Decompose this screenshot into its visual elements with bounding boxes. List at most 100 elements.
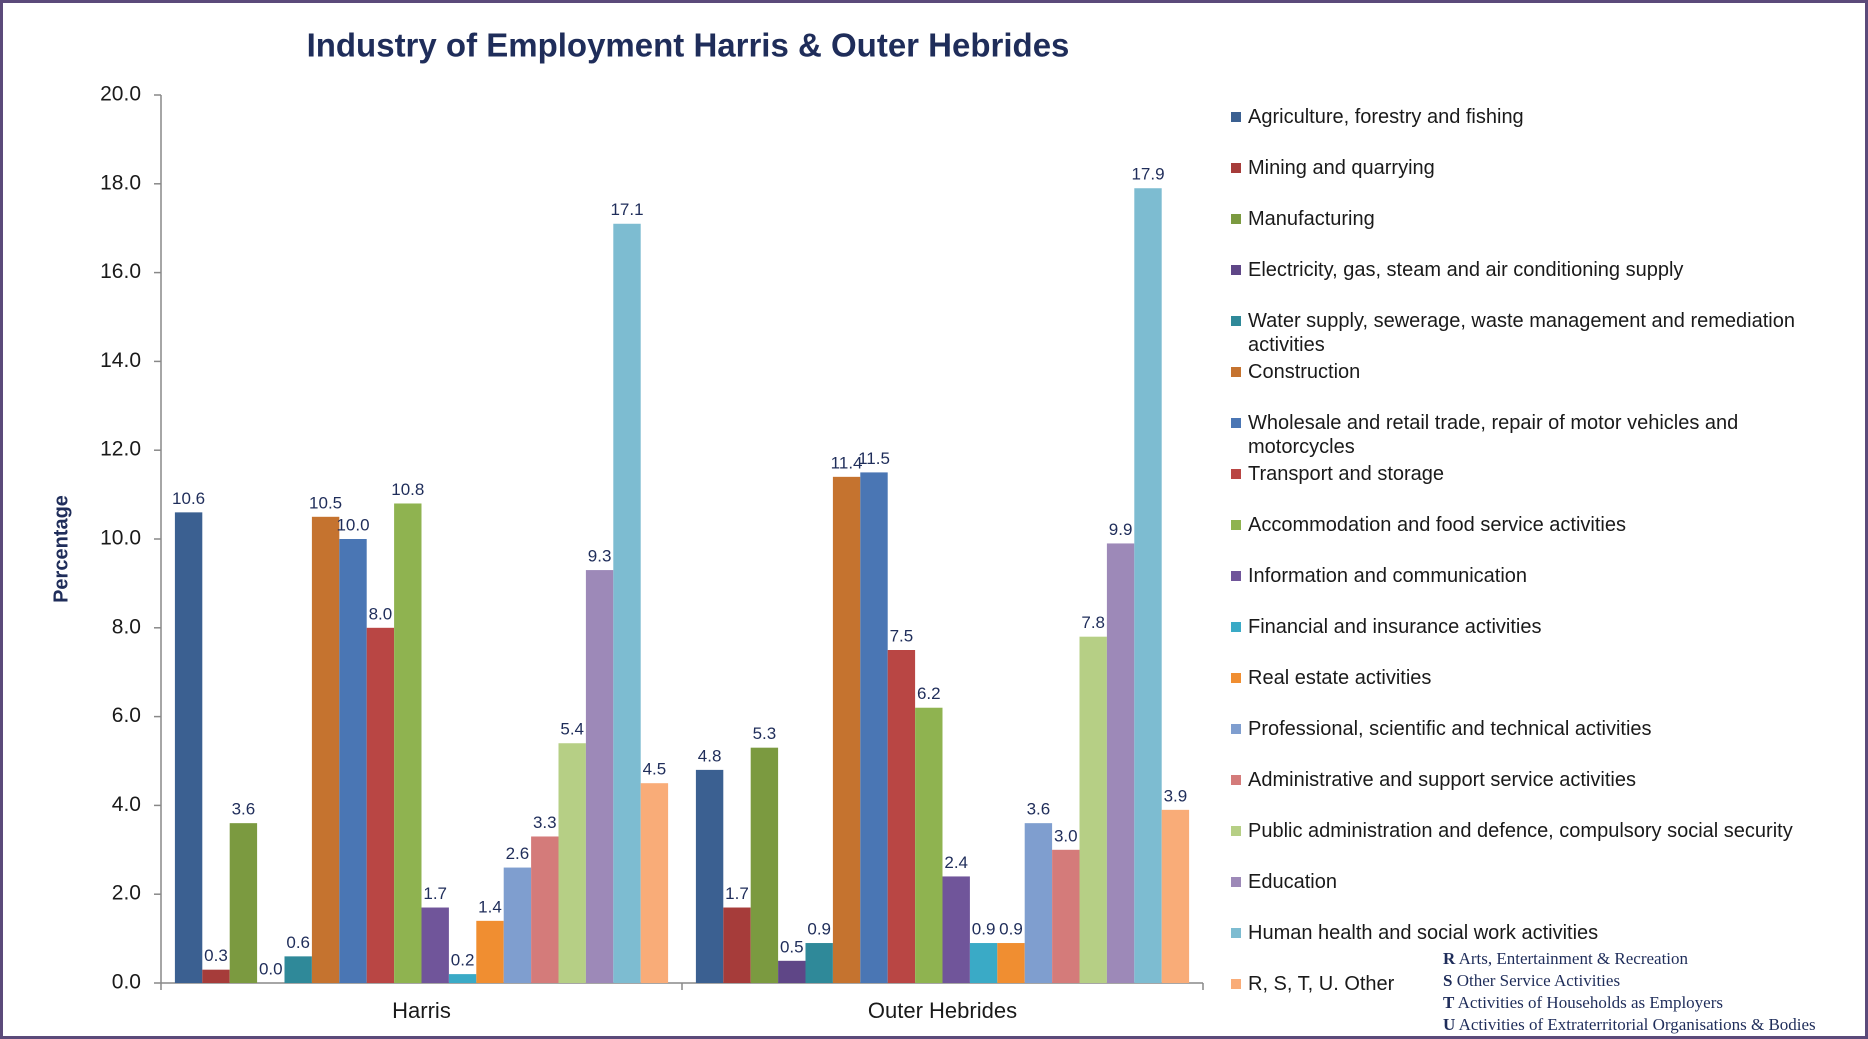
- bar: [887, 650, 916, 983]
- bar: [1134, 188, 1162, 984]
- footnote-letter: T: [1443, 993, 1455, 1012]
- footnote-text: Activities of Extraterritorial Organisat…: [1458, 1015, 1816, 1034]
- bar: [750, 747, 779, 983]
- value-label: 3.9: [1164, 786, 1188, 805]
- bar: [805, 943, 833, 983]
- legend-swatch: [1231, 622, 1241, 632]
- bar: [503, 867, 532, 983]
- value-label: 0.3: [204, 946, 228, 965]
- footnote-text: Other Service Activities: [1456, 971, 1621, 990]
- legend-swatch: [1231, 163, 1241, 173]
- footnote-text: Arts, Entertainment & Recreation: [1458, 949, 1689, 968]
- value-label: 10.8: [391, 480, 424, 499]
- bar: [448, 974, 477, 983]
- value-label: 2.4: [944, 853, 968, 872]
- legend-label: Wholesale and retail trade, repair of mo…: [1248, 412, 1739, 458]
- y-tick-label: 12.0: [100, 438, 141, 461]
- legend-swatch: [1231, 520, 1241, 530]
- value-label: 3.6: [1027, 800, 1051, 819]
- bar: [394, 503, 422, 983]
- value-label: 1.7: [725, 884, 749, 903]
- legend-swatch: [1231, 367, 1241, 377]
- legend-label: Water supply, sewerage, waste management…: [1248, 310, 1795, 356]
- footnote-letter: S: [1443, 971, 1453, 990]
- x-tick-label: Outer Hebrides: [868, 998, 1017, 1023]
- bar: [860, 472, 888, 983]
- x-tick-label: Harris: [392, 998, 451, 1023]
- bar: [1052, 849, 1080, 983]
- legend-label: Manufacturing: [1248, 208, 1375, 230]
- footnote-text: Activities of Households as Employers: [1457, 993, 1724, 1012]
- value-label: 4.8: [698, 746, 722, 765]
- bar: [1079, 636, 1107, 983]
- footnote-letter: U: [1443, 1015, 1456, 1034]
- legend-swatch: [1231, 214, 1241, 224]
- bar: [421, 907, 449, 983]
- legend-label: Transport and storage: [1248, 463, 1445, 485]
- bar: [915, 707, 943, 983]
- bar: [311, 516, 340, 983]
- legend-label: Public administration and defence, compu…: [1248, 820, 1793, 842]
- value-label: 2.6: [506, 844, 530, 863]
- legend-label: Agriculture, forestry and fishing: [1248, 106, 1524, 128]
- bar: [778, 960, 806, 983]
- legend-label: Real estate activities: [1248, 667, 1432, 689]
- value-label: 3.0: [1054, 826, 1078, 845]
- value-label: 3.6: [232, 800, 256, 819]
- value-label: 0.9: [807, 920, 831, 939]
- legend-swatch: [1231, 928, 1241, 938]
- legend-swatch: [1231, 571, 1241, 581]
- legend-label: Professional, scientific and technical a…: [1248, 718, 1652, 740]
- bar: [366, 627, 395, 983]
- value-label: 5.4: [560, 720, 584, 739]
- bar: [229, 823, 258, 983]
- value-label: 17.1: [610, 200, 643, 219]
- value-label: 9.3: [588, 547, 612, 566]
- value-label: 0.6: [286, 933, 310, 952]
- footnote-letter: R: [1443, 949, 1456, 968]
- value-label: 5.3: [753, 724, 777, 743]
- y-axis-label: Percentage: [50, 495, 72, 603]
- legend-swatch: [1231, 469, 1241, 479]
- y-tick-label: 6.0: [112, 704, 141, 727]
- legend-label: Information and communication: [1248, 565, 1528, 587]
- bar: [942, 876, 970, 983]
- chart-title: Industry of Employment Harris & Outer He…: [307, 27, 1070, 64]
- legend-label: Accommodation and food service activitie…: [1248, 514, 1626, 536]
- value-label: 0.0: [259, 959, 283, 978]
- legend-label: Education: [1248, 871, 1337, 893]
- y-tick-label: 4.0: [112, 793, 141, 816]
- y-tick-label: 10.0: [100, 527, 141, 550]
- value-label: 7.8: [1081, 613, 1105, 632]
- legend-swatch: [1231, 826, 1241, 836]
- bar: [997, 943, 1025, 983]
- bar: [339, 539, 367, 983]
- legend-swatch: [1231, 724, 1241, 734]
- value-label: 0.9: [999, 920, 1023, 939]
- bar: [1161, 809, 1190, 983]
- bar: [613, 223, 641, 983]
- legend-swatch: [1231, 979, 1241, 989]
- bar: [1106, 543, 1135, 983]
- bar: [531, 836, 559, 983]
- bar: [832, 476, 861, 983]
- value-label: 8.0: [369, 604, 393, 623]
- y-tick-label: 2.0: [112, 882, 141, 905]
- y-tick-label: 14.0: [100, 349, 141, 372]
- value-label: 3.3: [533, 813, 557, 832]
- y-tick-label: 0.0: [112, 971, 141, 994]
- legend-swatch: [1231, 418, 1241, 428]
- value-label: 7.5: [890, 626, 914, 645]
- value-label: 6.2: [917, 684, 941, 703]
- bar: [585, 570, 614, 983]
- bar: [284, 956, 312, 983]
- legend-label: Financial and insurance activities: [1248, 616, 1542, 638]
- value-label: 10.5: [309, 493, 342, 512]
- value-label: 0.2: [451, 951, 475, 970]
- legend-swatch: [1231, 775, 1241, 785]
- footnote: T Activities of Households as Employers: [1443, 993, 1723, 1013]
- value-label: 1.7: [423, 884, 447, 903]
- value-label: 4.5: [643, 760, 667, 779]
